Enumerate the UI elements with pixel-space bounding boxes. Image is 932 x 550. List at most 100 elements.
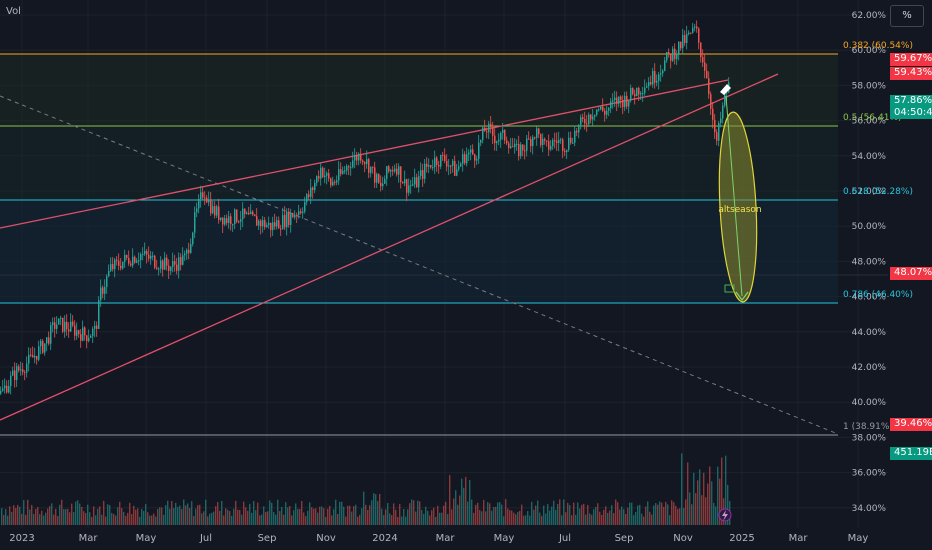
volume-bar — [345, 516, 347, 525]
candle-body — [264, 220, 266, 228]
volume-bar — [407, 509, 409, 525]
wedge-lower-line[interactable] — [0, 73, 779, 421]
projection-path-line[interactable] — [725, 95, 743, 297]
volume-bar — [667, 504, 669, 525]
volume-bar — [23, 500, 25, 525]
candle-body — [596, 109, 598, 115]
volume-bar — [17, 504, 19, 525]
volume-bar — [653, 505, 655, 525]
volume-bar — [143, 510, 145, 525]
volume-bar — [447, 514, 449, 525]
volume-bar — [463, 487, 465, 525]
candle-body — [480, 139, 482, 143]
volume-bar — [11, 511, 13, 525]
candle-body — [230, 216, 232, 225]
candle-body — [680, 41, 682, 49]
volume-bar — [509, 510, 511, 525]
volume-bar — [397, 516, 399, 525]
candle-body — [498, 139, 500, 142]
candle-body — [324, 175, 326, 178]
volume-bar — [655, 503, 657, 525]
candle-body — [124, 255, 126, 262]
volume-bar — [3, 514, 5, 525]
volume-bar — [291, 515, 293, 525]
volume-bar — [675, 505, 677, 525]
volume-bar — [555, 509, 557, 525]
volume-bar — [619, 509, 621, 525]
wedge-upper-line[interactable] — [0, 79, 729, 229]
candle-body — [190, 244, 192, 253]
y-axis-tick-label: 38.00% — [852, 433, 887, 443]
candle-body — [724, 92, 726, 106]
candle-body — [248, 212, 250, 215]
candle-body — [8, 385, 10, 393]
candle-body — [44, 343, 46, 353]
candle-body — [22, 369, 24, 373]
candle-body — [554, 140, 556, 142]
volume-bar — [583, 503, 585, 525]
volume-bar — [613, 513, 615, 525]
volume-bar — [375, 494, 377, 525]
altseason-ellipse[interactable] — [715, 111, 761, 303]
volume-bar — [371, 500, 373, 525]
volume-bar — [427, 510, 429, 525]
candle-body — [322, 167, 324, 178]
volume-bar — [139, 516, 141, 525]
candle-body — [660, 73, 662, 75]
candle-body — [664, 60, 666, 71]
candle-body — [568, 137, 570, 150]
volume-bar — [491, 510, 493, 525]
y-axis-tick-label: 62.00% — [852, 11, 887, 21]
candle-body — [590, 114, 592, 120]
candle-body — [496, 141, 498, 144]
volume-bar — [415, 511, 417, 525]
volume-bar — [307, 510, 309, 525]
volume-bar — [351, 511, 353, 525]
candle-body — [320, 167, 322, 179]
candle-body — [252, 211, 254, 215]
current-price-tag: 57.86% — [890, 95, 932, 107]
volume-bar — [325, 516, 327, 525]
volume-bar — [119, 501, 121, 525]
candle-body — [52, 322, 54, 326]
candle-body — [32, 355, 34, 358]
volume-bar — [175, 502, 177, 525]
volume-bar — [39, 514, 41, 525]
volume-bar — [669, 515, 671, 525]
candle-body — [410, 184, 412, 186]
percent-scale-button[interactable]: % — [890, 5, 924, 27]
volume-bar — [685, 499, 687, 525]
candle-body — [518, 143, 520, 157]
candle-body — [226, 218, 228, 223]
volume-indicator-label[interactable]: Vol — [6, 6, 21, 17]
y-axis-tick-label: 52.00% — [852, 187, 887, 197]
candle-body — [356, 155, 358, 161]
candle-body — [458, 166, 460, 170]
volume-bar — [201, 513, 203, 525]
dashed-trendline[interactable] — [0, 95, 839, 435]
x-axis-tick-label: 2024 — [372, 533, 397, 544]
volume-bar — [187, 503, 189, 525]
candle-body — [184, 253, 186, 256]
volume-bar — [253, 501, 255, 525]
volume-bar — [571, 515, 573, 525]
candle-body — [438, 164, 440, 167]
candle-body — [240, 219, 242, 222]
volume-bar — [191, 501, 193, 525]
candle-body — [336, 180, 338, 183]
candle-body — [612, 100, 614, 102]
candle-body — [674, 48, 676, 60]
volume-bar — [45, 512, 47, 525]
candle-body — [284, 214, 286, 228]
volume-bar — [181, 509, 183, 525]
candle-body — [66, 321, 68, 330]
candle-body — [144, 251, 146, 254]
candle-body — [610, 101, 612, 109]
volume-bar — [435, 516, 437, 525]
candle-body — [60, 317, 62, 319]
volume-bar — [283, 514, 285, 525]
volume-bar — [123, 511, 125, 525]
candle-body — [56, 324, 58, 329]
candle-body — [176, 264, 178, 271]
